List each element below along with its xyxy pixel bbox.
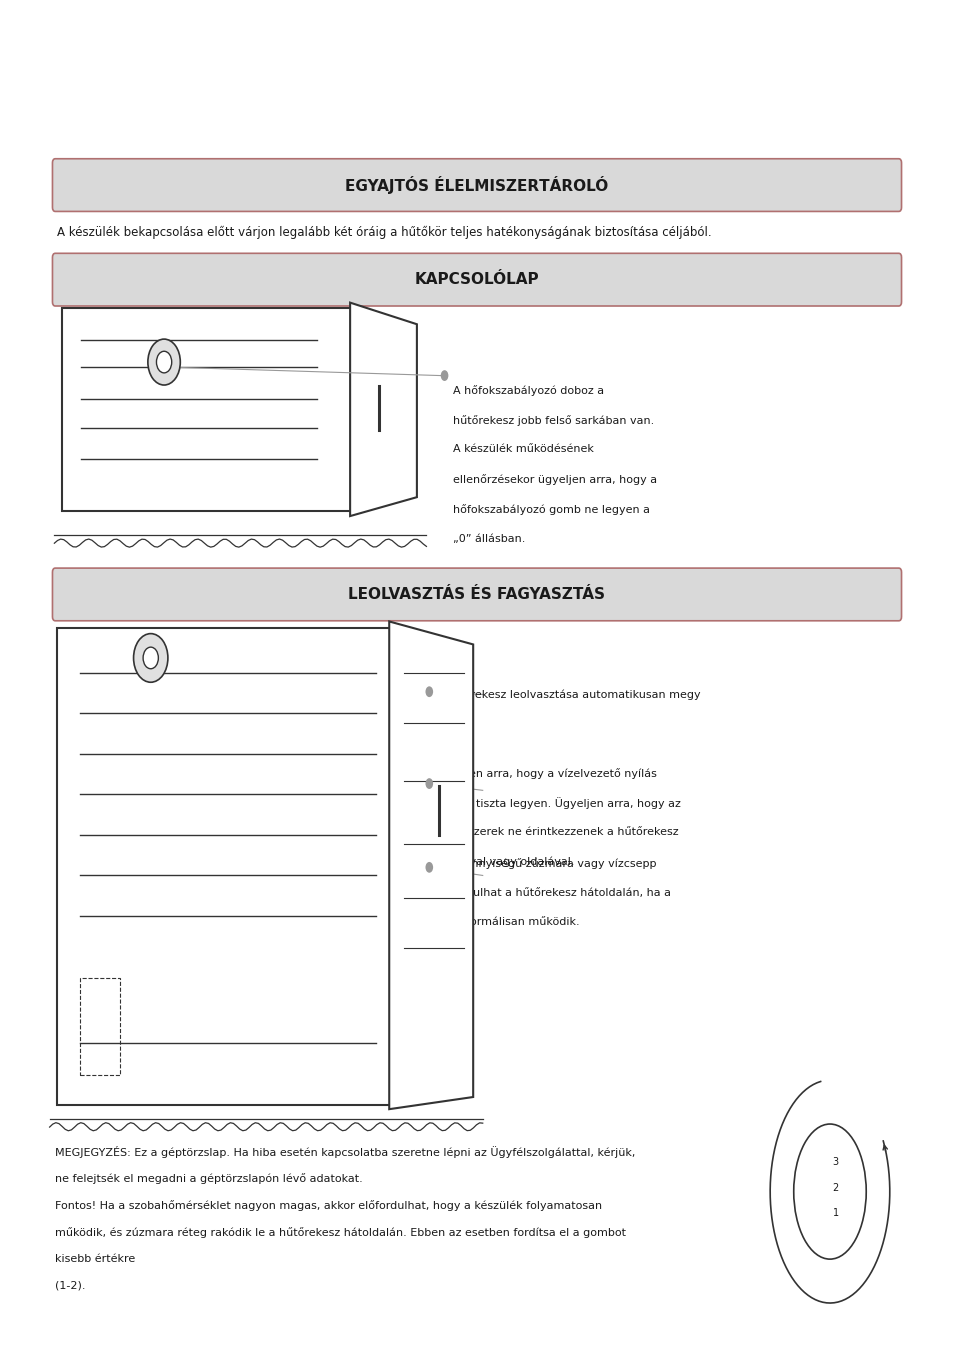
Text: A hűtőrekesz leolvasztása automatikusan megy: A hűtőrekesz leolvasztása automatikusan … [434,689,700,700]
Text: MEGJEGYZÉS: Ez a géptörzslap. Ha hiba esetén kapcsolatba szeretne lépni az Ügyfé: MEGJEGYZÉS: Ez a géptörzslap. Ha hiba es… [55,1146,635,1158]
Text: Kis mennyiségű zúzmara vagy vízcsepp: Kis mennyiségű zúzmara vagy vízcsepp [434,858,656,869]
Bar [74,653,381,1081]
Circle shape [133,634,168,682]
Ellipse shape [793,1124,865,1259]
Text: kisebb értékre: kisebb értékre [55,1254,135,1263]
Text: élelmiszerek ne érintkezzenek a hűtőrekesz: élelmiszerek ne érintkezzenek a hűtőreke… [434,827,678,836]
Text: (1-2).: (1-2). [55,1281,86,1290]
Text: A hőfokszabályozó doboz a: A hőfokszabályozó doboz a [453,385,603,396]
Text: hűtő normálisan működik.: hűtő normálisan működik. [434,917,579,927]
Text: ellenőrzésekor ügyeljen arra, hogy a: ellenőrzésekor ügyeljen arra, hogy a [453,474,657,485]
Text: Ügyeljen arra, hogy a vízelvezető nyílás: Ügyeljen arra, hogy a vízelvezető nyílás [434,767,657,780]
Text: KAPCSOLÓLAP: KAPCSOLÓLAP [415,272,538,288]
Text: végbe.: végbe. [434,719,472,730]
Text: 1: 1 [832,1208,838,1219]
Polygon shape [350,303,416,516]
Text: működik, és zúzmara réteg rakódik le a hűtőrekesz hátoldalán. Ebben az esetben f: működik, és zúzmara réteg rakódik le a h… [55,1227,626,1238]
Text: 2: 2 [832,1182,838,1193]
FancyBboxPatch shape [52,253,901,305]
Text: Fontos! Ha a szobahőmérséklet nagyon magas, akkor előfordulhat, hogy a készülék : Fontos! Ha a szobahőmérséklet nagyon mag… [55,1200,602,1210]
Circle shape [148,339,180,385]
Bar [57,628,398,1105]
Text: A készülék működésének: A készülék működésének [453,444,594,454]
Text: ne felejtsék el megadni a géptörzslapón lévő adatokat.: ne felejtsék el megadni a géptörzslapón … [55,1173,363,1183]
Text: 3: 3 [832,1156,838,1167]
Text: mindig tiszta legyen. Ügyeljen arra, hogy az: mindig tiszta legyen. Ügyeljen arra, hog… [434,797,680,809]
Circle shape [425,862,433,873]
Text: hőfokszabályozó gomb ne legyen a: hőfokszabályozó gomb ne legyen a [453,504,649,515]
Circle shape [440,370,448,381]
Text: „0” állásban.: „0” állásban. [453,534,525,543]
Bar [80,978,120,1075]
Circle shape [156,351,172,373]
FancyBboxPatch shape [52,567,901,620]
FancyBboxPatch shape [52,158,901,211]
Polygon shape [389,621,473,1109]
Bar [73,324,321,494]
Text: hűtőrekesz jobb felső sarkában van.: hűtőrekesz jobb felső sarkában van. [453,415,654,426]
Circle shape [425,778,433,789]
Text: LEOLVASZTÁS ÉS FAGYASZTÁS: LEOLVASZTÁS ÉS FAGYASZTÁS [348,586,605,603]
Circle shape [425,686,433,697]
Text: EGYAJTÓS ÉLELMISZERТÁROLÓ: EGYAJTÓS ÉLELMISZERТÁROLÓ [345,176,608,195]
Text: hátfalival vagy oldalával.: hátfalival vagy oldalával. [434,857,574,867]
Text: A készülék bekapcsolása előtt várjon legalább két óráig a hűtőkör teljes hatékon: A készülék bekapcsolása előtt várjon leg… [57,226,711,239]
Bar [62,308,357,511]
Circle shape [143,647,158,669]
Text: előfordulhat a hűtőrekesz hátoldalán, ha a: előfordulhat a hűtőrekesz hátoldalán, ha… [434,888,670,897]
